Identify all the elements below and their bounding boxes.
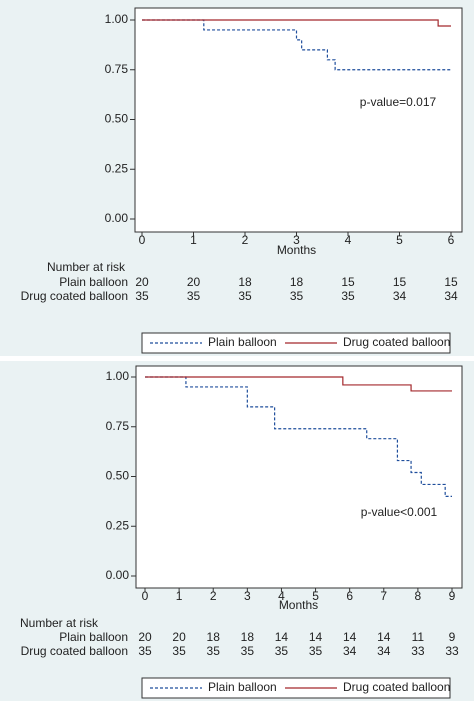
- legend-label: Drug coated balloon: [343, 335, 450, 349]
- y-tick-label: 1.00: [105, 12, 129, 26]
- risk-count: 14: [377, 630, 391, 644]
- x-tick-label: 4: [345, 233, 352, 247]
- risk-count: 14: [343, 630, 357, 644]
- y-tick-label: 0.50: [105, 112, 129, 126]
- legend-label: Plain balloon: [208, 335, 277, 349]
- x-tick-label: 1: [190, 233, 197, 247]
- risk-count: 18: [238, 275, 252, 289]
- x-tick-label: 0: [142, 589, 149, 603]
- risk-table-title: Number at risk: [47, 260, 126, 274]
- risk-count: 34: [393, 289, 407, 303]
- risk-count: 34: [343, 644, 357, 658]
- risk-count: 35: [138, 644, 152, 658]
- risk-count: 18: [207, 630, 221, 644]
- risk-count: 33: [411, 644, 425, 658]
- risk-count: 20: [172, 630, 186, 644]
- risk-count: 14: [275, 630, 289, 644]
- risk-count: 35: [135, 289, 149, 303]
- survival-curve: [145, 376, 452, 497]
- risk-count: 35: [172, 644, 186, 658]
- risk-count: 35: [290, 289, 304, 303]
- risk-count: 15: [393, 275, 407, 289]
- survival-curve: [145, 376, 452, 392]
- y-tick-label: 0.00: [105, 211, 129, 225]
- risk-row-label: Plain balloon: [59, 275, 128, 289]
- y-tick-label: 0.00: [106, 568, 130, 582]
- risk-count: 15: [444, 275, 458, 289]
- x-tick-label: 5: [396, 233, 403, 247]
- risk-count: 33: [445, 644, 459, 658]
- x-tick-label: 3: [293, 233, 300, 247]
- risk-row-label: Plain balloon: [59, 630, 128, 644]
- x-tick-label: 7: [380, 589, 387, 603]
- x-axis-label: Months: [277, 243, 316, 257]
- risk-count: 35: [341, 289, 355, 303]
- risk-count: 18: [290, 275, 304, 289]
- x-tick-label: 6: [346, 589, 353, 603]
- legend-label: Drug coated balloon: [343, 680, 450, 694]
- x-tick-label: 2: [210, 589, 217, 603]
- x-tick-label: 4: [278, 589, 285, 603]
- risk-table-title: Number at risk: [20, 616, 99, 630]
- risk-count: 20: [187, 275, 201, 289]
- y-tick-label: 0.50: [106, 469, 130, 483]
- y-tick-label: 0.25: [105, 161, 129, 175]
- risk-count: 34: [377, 644, 391, 658]
- y-tick-label: 0.75: [106, 419, 130, 433]
- x-tick-label: 6: [448, 233, 455, 247]
- x-tick-label: 1: [176, 589, 183, 603]
- y-tick-label: 1.00: [106, 369, 130, 383]
- x-tick-label: 8: [415, 589, 422, 603]
- risk-count: 35: [241, 644, 255, 658]
- risk-count: 34: [444, 289, 458, 303]
- risk-count: 35: [238, 289, 252, 303]
- risk-count: 9: [449, 630, 456, 644]
- x-axis-label: Months: [279, 598, 318, 612]
- risk-count: 11: [412, 630, 425, 644]
- plot-area: [134, 7, 463, 233]
- x-tick-label: 2: [242, 233, 249, 247]
- y-tick-label: 0.25: [106, 518, 130, 532]
- risk-count: 15: [341, 275, 355, 289]
- survival-curve: [142, 19, 451, 27]
- risk-count: 35: [275, 644, 289, 658]
- risk-count: 20: [138, 630, 152, 644]
- x-tick-label: 3: [244, 589, 251, 603]
- annotation: p-value=0.017: [360, 95, 437, 109]
- x-tick-label: 9: [449, 589, 456, 603]
- risk-row-label: Drug coated balloon: [21, 289, 128, 303]
- risk-count: 35: [207, 644, 221, 658]
- risk-count: 14: [309, 630, 323, 644]
- legend-label: Plain balloon: [208, 680, 277, 694]
- survival-curve: [142, 19, 451, 71]
- risk-count: 18: [241, 630, 255, 644]
- annotation: p-value<0.001: [361, 505, 438, 519]
- x-tick-label: 5: [312, 589, 319, 603]
- y-tick-label: 0.75: [105, 62, 129, 76]
- risk-count: 20: [135, 275, 149, 289]
- x-tick-label: 0: [139, 233, 146, 247]
- risk-count: 35: [187, 289, 201, 303]
- plot-area: [135, 365, 463, 589]
- risk-count: 35: [309, 644, 323, 658]
- risk-row-label: Drug coated balloon: [21, 644, 128, 658]
